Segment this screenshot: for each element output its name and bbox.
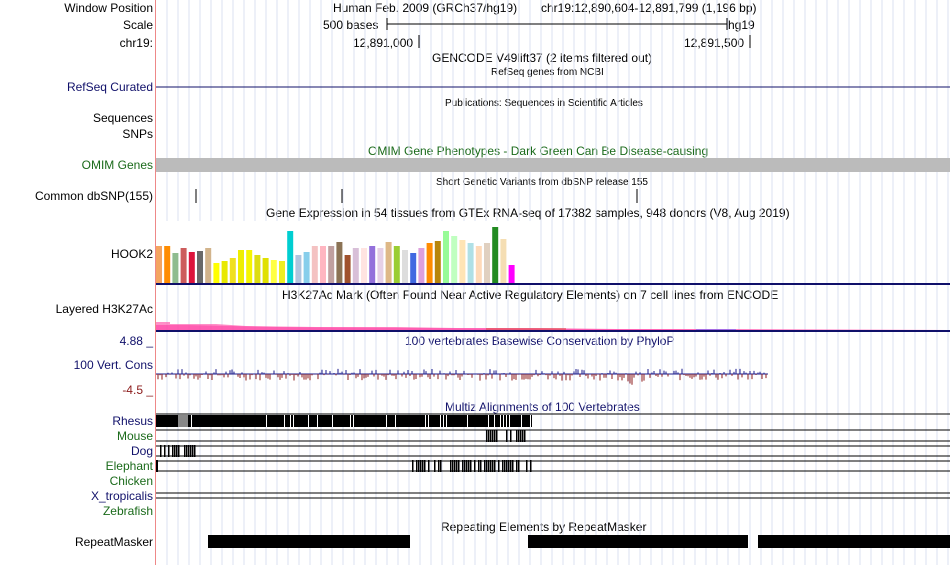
gtex-tissue-bar <box>328 246 335 283</box>
gtex-tissue-bar <box>402 250 408 283</box>
track-label-snps[interactable]: SNPs <box>122 127 153 141</box>
dbsnp-title: Short Genetic Variants from dbSNP releas… <box>436 177 648 188</box>
gtex-tissue-bar <box>246 250 253 283</box>
gtex-tissue-bar <box>303 252 310 283</box>
repeatmasker-title: Repeating Elements by RepeatMasker <box>441 520 647 534</box>
track-label-repeatmasker[interactable]: RepeatMasker <box>74 535 153 549</box>
gtex-tissue-bar <box>475 246 482 283</box>
gtex-tissue-bar <box>467 243 474 283</box>
gtex-tissue-bar <box>508 265 515 283</box>
gtex-tissue-bar <box>344 255 351 283</box>
gtex-tissue-bar <box>238 250 244 283</box>
gencode-title: GENCODE V49lift37 (2 items filtered out) <box>432 51 653 65</box>
species-label-xtropicalis[interactable]: X_tropicalis <box>90 489 153 503</box>
position-readout: chr19:12,890,604-12,891,799 (1,196 bp) <box>541 1 757 15</box>
gtex-tissue-bar <box>393 246 400 283</box>
gtex-tissue-bar <box>164 246 171 283</box>
gtex-tissue-bar <box>229 258 236 283</box>
dbsnp-variants <box>195 189 638 203</box>
gtex-tissue-bar <box>426 243 433 283</box>
gtex-bars <box>156 221 534 284</box>
gtex-tissue-bar <box>156 246 162 283</box>
multiz-title: Multiz Alignments of 100 Vertebrates <box>445 400 640 414</box>
gtex-tissue-bar <box>172 253 179 283</box>
scale-ruler <box>386 18 751 48</box>
gtex-tissue-bar <box>459 240 466 283</box>
gtex-tissue-bar <box>336 242 343 283</box>
species-label-dog[interactable]: Dog <box>130 444 153 458</box>
track-label-omim[interactable]: OMIM Genes <box>81 158 153 172</box>
track-label-dbsnp[interactable]: Common dbSNP(155) <box>34 189 153 203</box>
multiz-alignments <box>156 413 950 499</box>
track-label-h3k27ac[interactable]: Layered H3K27Ac <box>55 302 153 316</box>
track-graphics <box>156 0 950 565</box>
gtex-tissue-bar <box>492 227 499 283</box>
omim-gene-bar <box>156 158 950 172</box>
gtex-tissue-bar <box>188 252 195 283</box>
track-label-sequences[interactable]: Sequences <box>92 111 153 125</box>
assembly-title: Human Feb. 2009 (GRCh37/hg19) <box>333 1 518 15</box>
gtex-tissue-bar <box>484 243 490 283</box>
gtex-tissue-bar <box>451 236 458 283</box>
gtex-tissue-bar <box>361 248 367 283</box>
gtex-tissue-bar <box>279 261 285 283</box>
gtex-tissue-bar <box>443 231 449 283</box>
species-label-elephant[interactable]: Elephant <box>105 459 153 473</box>
gtex-tissue-bar <box>311 246 318 283</box>
gtex-tissue-bar <box>287 231 294 283</box>
h3k27ac-signal <box>156 322 950 332</box>
gtex-tissue-bar <box>295 255 302 283</box>
refseq-title: RefSeq genes from NCBI <box>491 67 604 78</box>
db-text: hg19 <box>728 18 755 32</box>
gtex-tissue-bar <box>254 255 261 283</box>
gtex-tissue-bar <box>320 246 326 283</box>
phylop-min-label: -4.5 _ <box>122 383 153 397</box>
gtex-tissue-bar <box>262 258 269 283</box>
gtex-tissue-bar <box>434 241 441 283</box>
gtex-tissue-bar <box>180 248 187 283</box>
gtex-tissue-bar <box>377 248 384 283</box>
species-label-rhesus[interactable]: Rhesus <box>112 414 153 428</box>
gtex-tissue-bar <box>500 239 507 283</box>
phylop-signal <box>156 368 767 385</box>
gtex-tissue-bar <box>221 261 228 283</box>
publications-title: Publications: Sequences in Scientific Ar… <box>445 98 643 109</box>
gtex-tissue-bar <box>213 263 220 283</box>
track-label-refseq[interactable]: RefSeq Curated <box>66 80 153 94</box>
track-label-hook2[interactable]: HOOK2 <box>110 247 153 261</box>
track-label-phylop[interactable]: 100 Vert. Cons <box>73 358 153 372</box>
species-label-mouse[interactable]: Mouse <box>116 429 153 443</box>
species-label-chicken[interactable]: Chicken <box>109 474 153 488</box>
phylop-max-label: 4.88 _ <box>119 334 153 348</box>
gtex-tissue-bar <box>410 253 417 283</box>
gtex-title: Gene Expression in 54 tissues from GTEx … <box>266 206 790 220</box>
chrom-label: chr19: <box>119 36 153 50</box>
gtex-tissue-bar <box>270 260 277 283</box>
label-separator <box>155 0 156 565</box>
gtex-tissue-bar <box>385 242 392 283</box>
gtex-tissue-bar <box>352 248 359 283</box>
gtex-tissue-bar <box>418 248 425 283</box>
gtex-tissue-bar <box>205 248 212 283</box>
species-label-zebrafish[interactable]: Zebrafish <box>102 504 153 518</box>
ruler-tick-label-2: 12,891,500 <box>684 36 745 50</box>
scale-label: Scale <box>122 18 153 32</box>
repeatmasker-elements <box>208 535 950 548</box>
gtex-tissue-bar <box>369 246 376 283</box>
gtex-tissue-bar <box>197 251 203 283</box>
window-position-label: Window Position <box>64 1 153 15</box>
